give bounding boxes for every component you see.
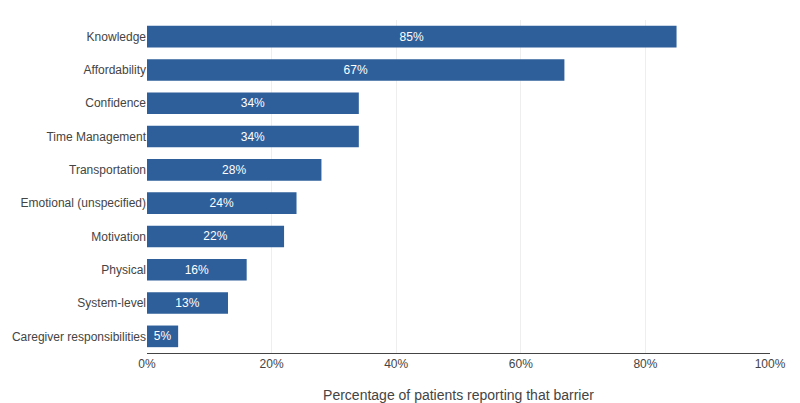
svg-text:60%: 60% (509, 357, 533, 371)
svg-text:System-level: System-level (77, 296, 146, 310)
svg-text:34%: 34% (241, 96, 265, 110)
svg-text:5%: 5% (154, 329, 172, 343)
svg-text:Motivation: Motivation (91, 230, 146, 244)
svg-text:85%: 85% (400, 30, 424, 44)
svg-text:Percentage of patients reporti: Percentage of patients reporting that ba… (323, 387, 594, 403)
svg-text:24%: 24% (210, 196, 234, 210)
svg-text:80%: 80% (633, 357, 657, 371)
svg-text:16%: 16% (185, 263, 209, 277)
svg-text:67%: 67% (344, 63, 368, 77)
svg-text:Knowledge: Knowledge (87, 30, 147, 44)
svg-text:34%: 34% (241, 130, 265, 144)
svg-text:0%: 0% (138, 357, 156, 371)
svg-text:Caregiver responsibilities: Caregiver responsibilities (12, 330, 146, 344)
svg-text:Confidence: Confidence (85, 96, 146, 110)
svg-text:100%: 100% (755, 357, 786, 371)
svg-text:Emotional (unspecified): Emotional (unspecified) (21, 196, 146, 210)
svg-text:28%: 28% (222, 163, 246, 177)
svg-text:13%: 13% (175, 296, 199, 310)
svg-text:22%: 22% (203, 229, 227, 243)
svg-text:Time Management: Time Management (46, 130, 146, 144)
svg-text:20%: 20% (260, 357, 284, 371)
svg-text:Transportation: Transportation (69, 163, 146, 177)
svg-text:Physical: Physical (101, 263, 146, 277)
svg-text:Affordability: Affordability (84, 63, 146, 77)
svg-text:40%: 40% (384, 357, 408, 371)
